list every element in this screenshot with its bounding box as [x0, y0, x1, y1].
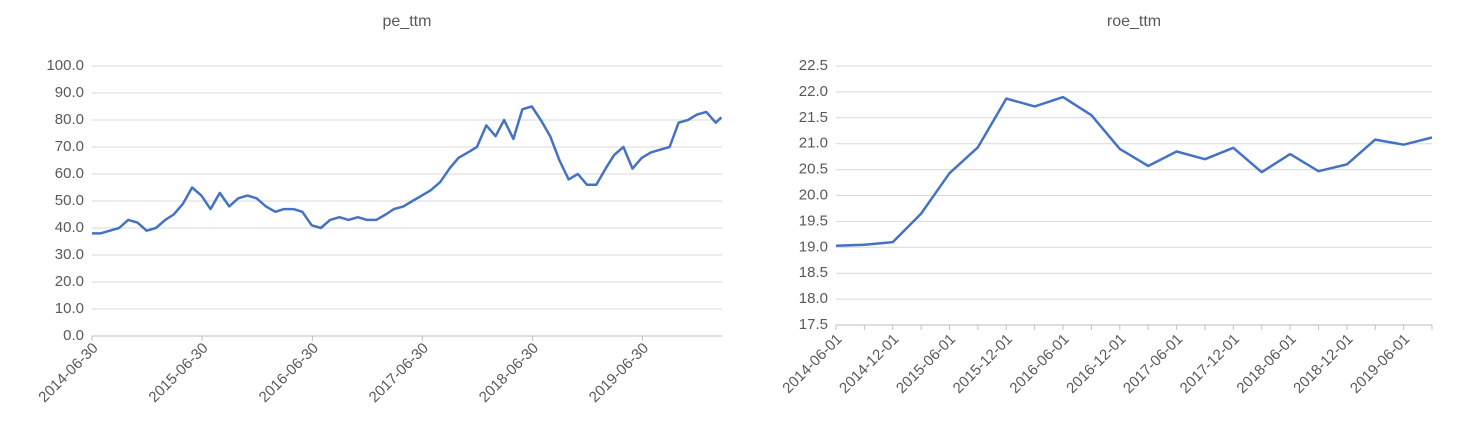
x-tick-label: 2019-06-30 [586, 340, 652, 406]
series-line [835, 95, 1433, 247]
y-tick-label: 17.5 [799, 316, 828, 333]
y-tick-label: 80.0 [55, 111, 84, 128]
y-tick-label: 100.0 [46, 57, 84, 74]
x-tick-label: 2016-06-30 [256, 340, 322, 406]
y-tick-label: 40.0 [55, 219, 84, 236]
x-tick-label: 2015-12-01 [950, 331, 1016, 397]
x-tick-label: 2015-06-01 [893, 331, 959, 397]
y-tick-label: 20.5 [799, 161, 828, 178]
y-tick-label: 20.0 [799, 186, 828, 203]
x-tick-label: 2014-06-30 [35, 340, 101, 406]
x-tick-label: 2018-12-01 [1290, 331, 1356, 397]
chart-title: pe_ttm [383, 13, 432, 30]
x-tick-label: 2019-06-01 [1347, 331, 1413, 397]
y-tick-label: 21.0 [799, 135, 828, 152]
y-tick-label: 18.5 [799, 264, 828, 281]
y-tick-label: 19.5 [799, 212, 828, 229]
x-tick-label: 2016-06-01 [1006, 331, 1072, 397]
y-tick-label: 19.0 [799, 238, 828, 255]
y-tick-label: 0.0 [63, 327, 84, 344]
x-tick-label: 2014-12-01 [836, 331, 902, 397]
x-tick-label: 2018-06-30 [476, 340, 542, 406]
series-line [92, 105, 723, 235]
y-tick-label: 20.0 [55, 273, 84, 290]
y-tick-label: 30.0 [55, 246, 84, 263]
y-tick-label: 50.0 [55, 192, 84, 209]
y-tick-label: 10.0 [55, 300, 84, 317]
x-tick-label: 2017-06-01 [1120, 331, 1186, 397]
y-tick-label: 22.0 [799, 83, 828, 100]
y-tick-label: 60.0 [55, 165, 84, 182]
y-tick-label: 22.5 [799, 57, 828, 74]
x-tick-label: 2014-06-01 [779, 331, 845, 397]
y-tick-label: 18.0 [799, 290, 828, 307]
y-tick-label: 90.0 [55, 84, 84, 101]
x-tick-label: 2018-06-01 [1233, 331, 1299, 397]
y-tick-label: 70.0 [55, 138, 84, 155]
x-tick-label: 2015-06-30 [145, 340, 211, 406]
x-tick-label: 2017-12-01 [1177, 331, 1243, 397]
chart-title: roe_ttm [1107, 13, 1161, 30]
y-tick-label: 21.5 [799, 109, 828, 126]
x-tick-label: 2016-12-01 [1063, 331, 1129, 397]
x-tick-label: 2017-06-30 [366, 340, 432, 406]
